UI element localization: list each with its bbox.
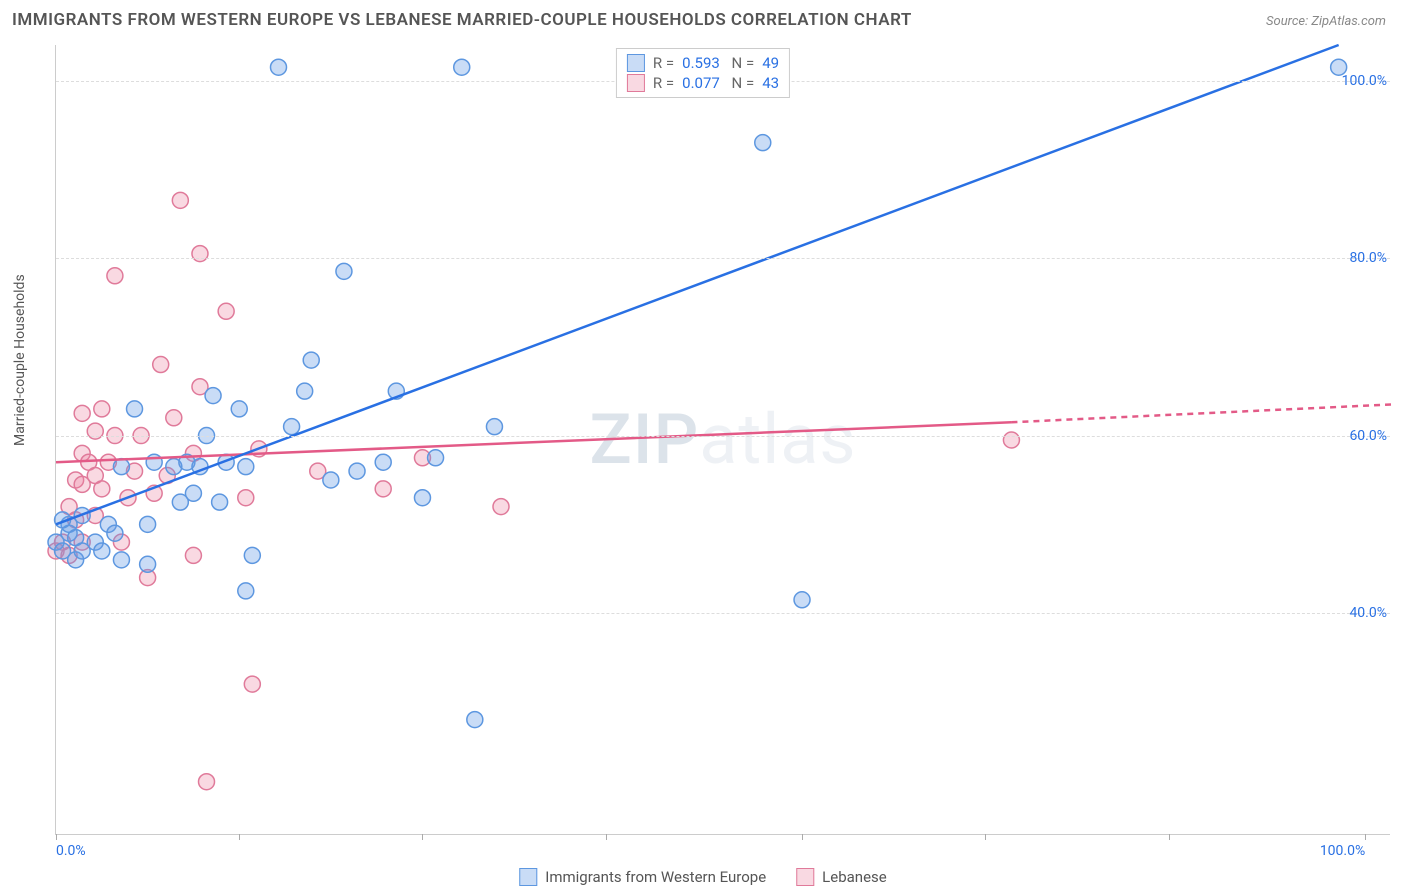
gridline xyxy=(56,613,1390,614)
stats-row-a: R = 0.593 N = 49 xyxy=(627,53,779,73)
x-tick-mark xyxy=(422,834,423,840)
regression-line xyxy=(56,45,1339,524)
swatch-a-icon xyxy=(627,54,645,72)
scatter-point xyxy=(205,388,221,404)
scatter-point xyxy=(428,450,444,466)
x-tick-mark xyxy=(1365,834,1366,840)
scatter-point xyxy=(238,459,254,475)
x-tick-mark xyxy=(802,834,803,840)
x-tick-mark xyxy=(56,834,57,840)
stats-a-n: 49 xyxy=(762,54,779,72)
chart-title: IMMIGRANTS FROM WESTERN EUROPE VS LEBANE… xyxy=(12,10,912,30)
scatter-point xyxy=(218,303,234,319)
scatter-point xyxy=(794,592,810,608)
scatter-point xyxy=(238,490,254,506)
scatter-point xyxy=(94,481,110,497)
source-attribution: Source: ZipAtlas.com xyxy=(1266,14,1386,29)
swatch-b-icon xyxy=(796,868,814,886)
scatter-point xyxy=(1003,432,1019,448)
scatter-point xyxy=(113,459,129,475)
bottom-legend: Immigrants from Western Europe Lebanese xyxy=(519,868,886,886)
scatter-point xyxy=(284,419,300,435)
y-tick-label: 60.0% xyxy=(1341,428,1395,444)
scatter-point xyxy=(303,352,319,368)
legend-item-a: Immigrants from Western Europe xyxy=(519,868,766,886)
scatter-point xyxy=(94,543,110,559)
stats-b-n: 43 xyxy=(762,74,779,92)
y-tick-label: 100.0% xyxy=(1334,73,1395,89)
scatter-point xyxy=(297,383,313,399)
plot-svg xyxy=(56,45,1390,834)
x-tick-label-min: 0.0% xyxy=(56,843,86,859)
y-tick-label: 80.0% xyxy=(1341,250,1395,266)
gridline xyxy=(56,258,1390,259)
scatter-point xyxy=(140,516,156,532)
scatter-point xyxy=(94,401,110,417)
stats-legend: R = 0.593 N = 49 R = 0.077 N = 43 xyxy=(616,48,790,98)
scatter-point xyxy=(127,401,143,417)
scatter-point xyxy=(153,357,169,373)
scatter-point xyxy=(323,472,339,488)
x-tick-mark xyxy=(606,834,607,840)
scatter-point xyxy=(87,423,103,439)
scatter-point xyxy=(166,410,182,426)
scatter-point xyxy=(244,547,260,563)
swatch-b-icon xyxy=(627,74,645,92)
scatter-point xyxy=(244,676,260,692)
legend-label-b: Lebanese xyxy=(822,868,887,886)
stats-r-label: R = xyxy=(653,74,674,92)
stats-r-label: R = xyxy=(653,54,674,72)
y-tick-label: 40.0% xyxy=(1341,605,1395,621)
y-axis-label: Married-couple Households xyxy=(12,274,28,446)
scatter-point xyxy=(107,268,123,284)
scatter-point xyxy=(199,774,215,790)
scatter-point xyxy=(414,490,430,506)
scatter-point xyxy=(172,192,188,208)
stats-row-b: R = 0.077 N = 43 xyxy=(627,73,779,93)
scatter-point xyxy=(349,463,365,479)
scatter-point xyxy=(146,454,162,470)
scatter-point xyxy=(231,401,247,417)
legend-label-a: Immigrants from Western Europe xyxy=(545,868,766,886)
x-tick-mark xyxy=(1169,834,1170,840)
scatter-point xyxy=(140,556,156,572)
stats-a-r: 0.593 xyxy=(682,54,720,72)
x-tick-mark xyxy=(985,834,986,840)
scatter-point xyxy=(185,547,201,563)
x-tick-label-max: 100.0% xyxy=(1320,843,1365,859)
scatter-point xyxy=(212,494,228,510)
scatter-point xyxy=(454,59,470,75)
scatter-point xyxy=(238,583,254,599)
scatter-point xyxy=(486,419,502,435)
scatter-point xyxy=(467,712,483,728)
stats-n-label: N = xyxy=(728,54,754,72)
gridline xyxy=(56,436,1390,437)
scatter-point xyxy=(375,481,391,497)
scatter-point xyxy=(755,135,771,151)
plot-area: ZIPatlas 40.0%60.0%80.0%100.0%0.0%100.0% xyxy=(55,45,1390,835)
regression-line xyxy=(56,422,1011,462)
scatter-point xyxy=(107,525,123,541)
scatter-point xyxy=(74,405,90,421)
scatter-point xyxy=(336,263,352,279)
scatter-point xyxy=(113,552,129,568)
swatch-a-icon xyxy=(519,868,537,886)
stats-b-r: 0.077 xyxy=(682,74,720,92)
scatter-point xyxy=(493,499,509,515)
regression-line xyxy=(1011,404,1391,422)
chart-container: IMMIGRANTS FROM WESTERN EUROPE VS LEBANE… xyxy=(0,0,1406,892)
x-tick-mark xyxy=(239,834,240,840)
scatter-point xyxy=(185,485,201,501)
stats-n-label: N = xyxy=(728,74,754,92)
scatter-point xyxy=(271,59,287,75)
scatter-point xyxy=(192,246,208,262)
legend-item-b: Lebanese xyxy=(796,868,887,886)
scatter-point xyxy=(375,454,391,470)
